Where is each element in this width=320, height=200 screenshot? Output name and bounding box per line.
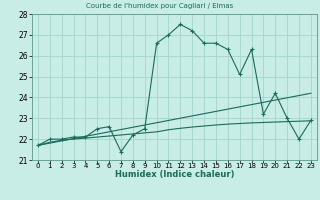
X-axis label: Humidex (Indice chaleur): Humidex (Indice chaleur) bbox=[115, 170, 234, 179]
Text: Courbe de l'humidex pour Cagliari / Elmas: Courbe de l'humidex pour Cagliari / Elma… bbox=[86, 3, 234, 9]
